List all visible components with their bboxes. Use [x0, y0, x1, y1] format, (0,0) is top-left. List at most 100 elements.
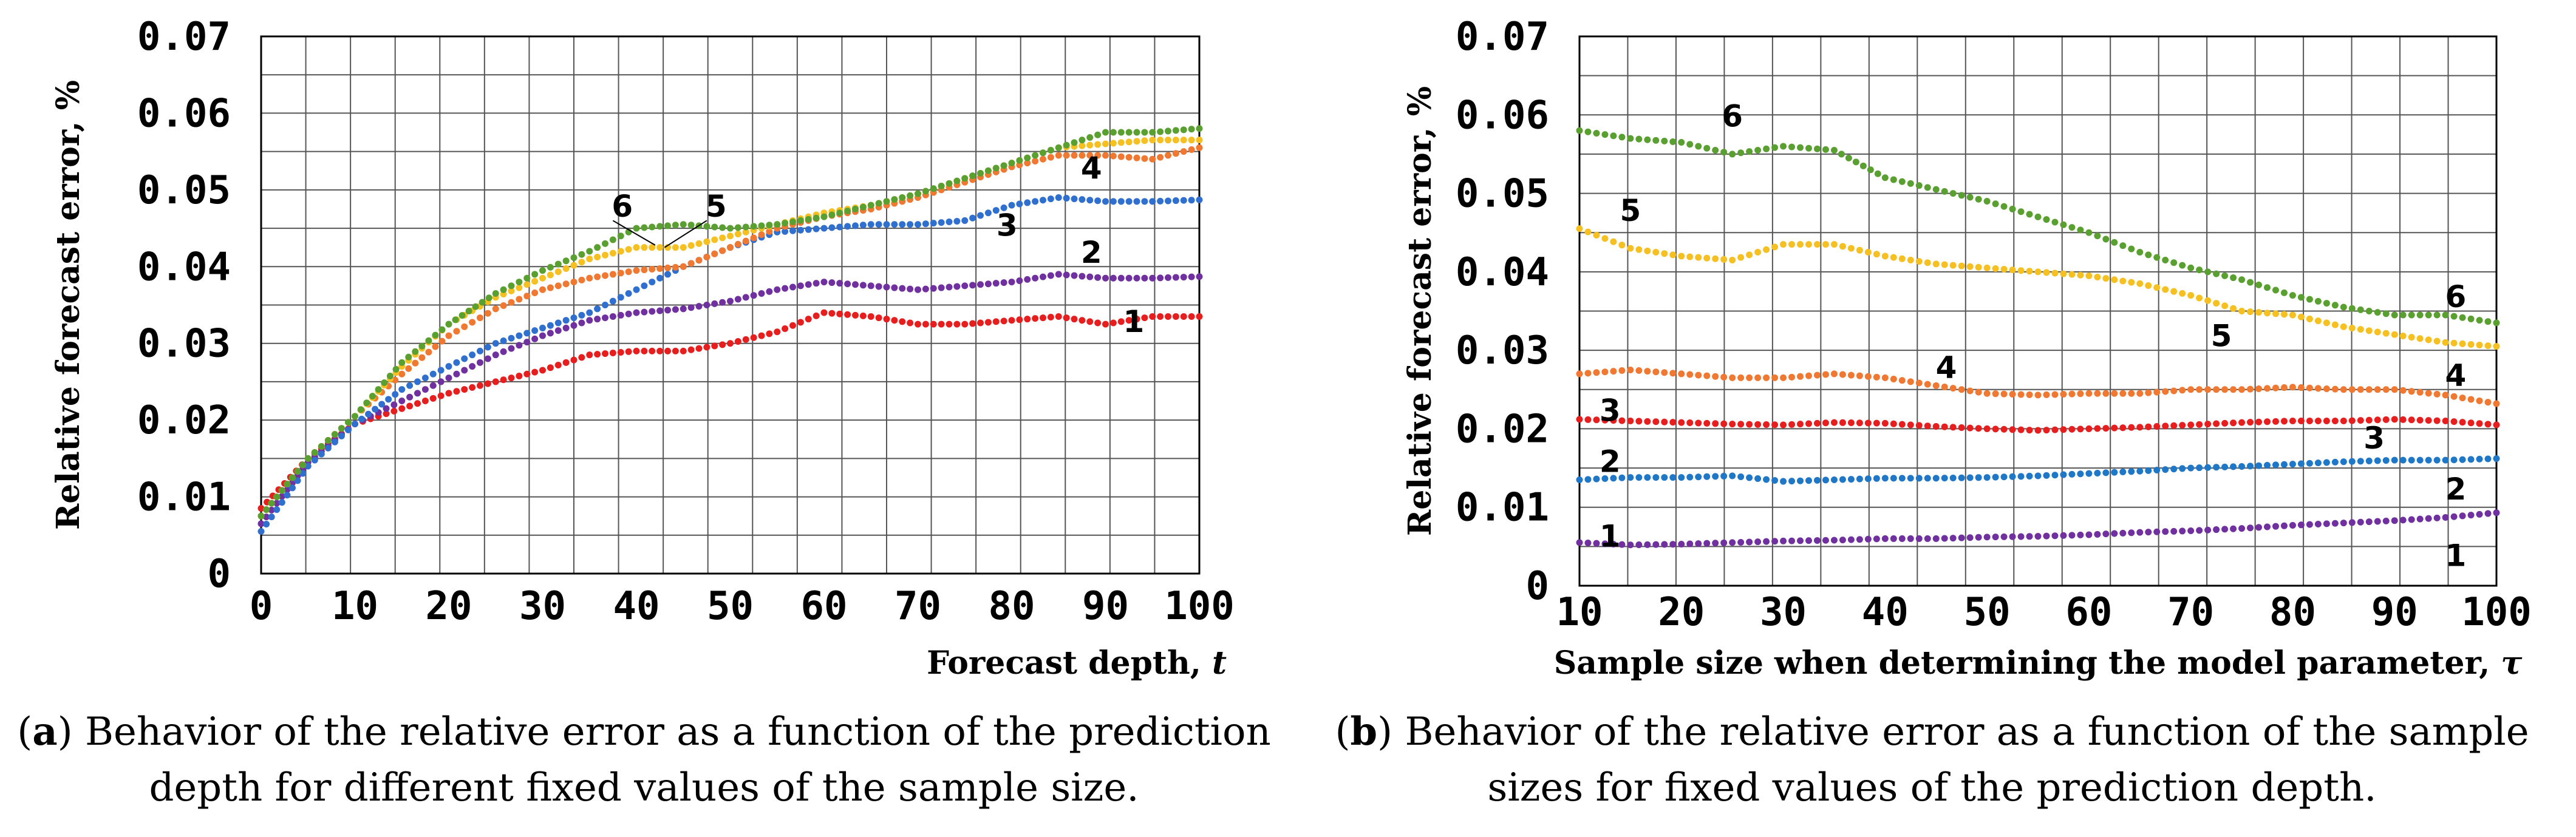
data-point	[2238, 386, 2246, 393]
data-point	[523, 339, 531, 346]
data-point	[915, 221, 921, 228]
data-point	[633, 347, 640, 354]
data-point	[1720, 149, 1728, 156]
data-point	[586, 317, 593, 324]
data-point	[1881, 535, 1889, 542]
data-point	[641, 224, 648, 231]
x-tick-label: 30	[519, 584, 566, 629]
data-point	[547, 284, 554, 291]
data-point	[1149, 129, 1156, 136]
data-point	[2128, 529, 2135, 537]
data-point	[2111, 530, 2118, 537]
data-point	[2145, 251, 2152, 259]
data-point	[727, 244, 734, 251]
data-point	[1907, 256, 1914, 263]
data-point	[421, 374, 429, 382]
data-point	[2264, 462, 2271, 469]
data-point	[1703, 254, 1711, 262]
data-point	[1016, 157, 1023, 164]
data-point	[1695, 419, 1702, 427]
data-point	[2221, 419, 2229, 427]
data-point	[2230, 305, 2237, 312]
data-point	[1071, 195, 1078, 203]
data-point	[2391, 517, 2398, 524]
data-point	[2408, 334, 2415, 341]
data-point	[1008, 202, 1015, 209]
data-point	[2297, 294, 2305, 301]
data-point	[2408, 311, 2415, 319]
data-point	[2196, 421, 2203, 428]
data-point	[687, 222, 695, 229]
data-point	[2017, 473, 2025, 480]
data-point	[2247, 385, 2254, 393]
data-point	[633, 286, 640, 293]
data-point	[2034, 268, 2042, 276]
data-point	[1966, 534, 1974, 541]
data-point	[2213, 526, 2220, 534]
data-point	[1898, 178, 1906, 185]
data-point	[1941, 383, 1948, 390]
data-point	[2145, 423, 2152, 430]
data-point	[1109, 152, 1117, 160]
data-point	[2425, 311, 2432, 319]
data-point	[1915, 422, 1923, 429]
data-point	[324, 437, 332, 444]
grid-a	[261, 36, 1200, 574]
data-point	[852, 281, 859, 288]
data-point	[594, 316, 601, 323]
data-point	[445, 320, 452, 328]
data-point	[649, 347, 656, 354]
data-point	[2416, 388, 2424, 396]
data-point	[1055, 194, 1062, 201]
data-point	[1117, 274, 1125, 282]
data-point	[1678, 370, 1685, 378]
data-point	[2000, 425, 2008, 433]
data-point	[1196, 125, 1203, 132]
data-point	[930, 320, 937, 328]
data-point	[531, 289, 539, 296]
data-point	[1932, 260, 1940, 268]
data-point	[867, 313, 874, 320]
data-point	[2493, 455, 2500, 463]
data-point	[1958, 534, 1965, 541]
data-point	[2051, 391, 2059, 398]
data-point	[1584, 228, 1592, 236]
data-point	[719, 224, 726, 231]
data-point	[649, 308, 656, 315]
chart-panel-b: 0 0.01 0.02 0.03 0.04 0.05 0.06 0.07 10 20 30 40 50 6…	[1288, 0, 2576, 837]
data-point	[1157, 197, 1164, 205]
data-point	[1874, 170, 1881, 177]
data-point	[1047, 314, 1054, 321]
x-tick-label: 90	[2371, 590, 2418, 635]
data-point	[299, 461, 307, 469]
data-point	[539, 324, 546, 331]
data-point	[1188, 197, 1195, 204]
data-point	[1593, 232, 1600, 239]
data-point	[2348, 325, 2356, 332]
data-point	[1873, 373, 1880, 381]
data-point	[2382, 517, 2390, 524]
data-point	[1822, 537, 1829, 544]
data-point	[711, 300, 718, 307]
data-point	[1040, 155, 1046, 163]
data-point	[1078, 317, 1086, 324]
data-point	[2280, 311, 2288, 318]
data-point	[1094, 152, 1102, 159]
caption-b-line2: sizes for fixed values of the prediction…	[1487, 765, 2377, 810]
data-point	[789, 227, 796, 234]
data-point	[2102, 390, 2110, 397]
data-point	[2017, 208, 2025, 215]
data-point	[516, 342, 523, 349]
data-point	[2085, 272, 2093, 279]
data-point	[1071, 316, 1078, 323]
data-point	[414, 378, 421, 385]
chart-b: 0 0.01 0.02 0.03 0.04 0.05 0.06 0.07 10 20 30 40 50 6…	[1402, 15, 2532, 682]
data-point	[484, 355, 491, 362]
data-point	[2467, 456, 2475, 463]
data-point	[875, 221, 882, 228]
data-point	[2247, 419, 2254, 426]
data-point	[2128, 279, 2135, 286]
data-point	[953, 177, 961, 185]
data-point	[1071, 139, 1078, 146]
data-point	[1983, 390, 1991, 397]
